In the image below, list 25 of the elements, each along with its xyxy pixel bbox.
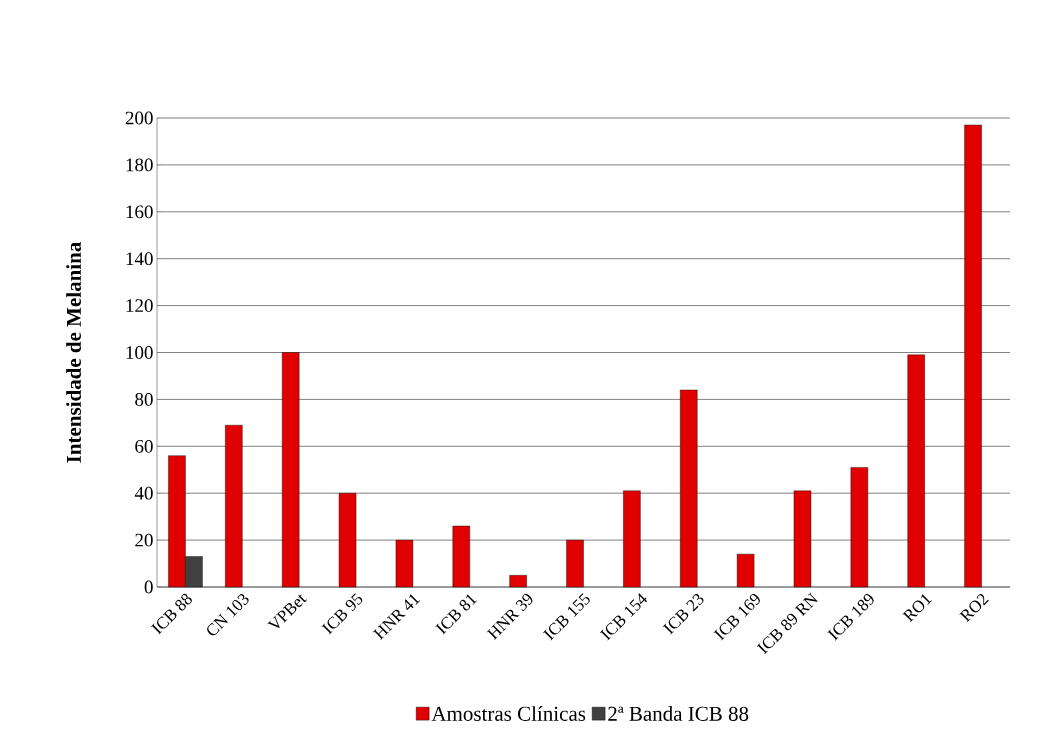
y-tick-label: 200 xyxy=(125,111,153,125)
legend-label: 2ª Banda ICB 88 xyxy=(608,706,749,721)
y-tick-label: 140 xyxy=(126,252,153,266)
y-tick-label: 120 xyxy=(126,299,153,313)
x-tick-label: ICB 88 xyxy=(150,593,192,635)
x-tick-label: ICB 95 xyxy=(321,593,363,635)
y-axis-title: Intensidade de Melanina xyxy=(66,242,81,463)
y-tick-label: 40 xyxy=(134,486,153,500)
y-tick-label: 20 xyxy=(135,533,153,547)
x-tick-label: ICB 23 xyxy=(662,593,704,635)
legend-label: Amostras Clínicas xyxy=(431,706,586,721)
x-tick-label: RO1 xyxy=(902,594,932,623)
x-tick-label: ICB 155 xyxy=(542,593,590,641)
x-tick-label: ICB 189 xyxy=(827,594,874,641)
x-tick-label: ICB 154 xyxy=(599,593,648,641)
y-tick-label: 160 xyxy=(126,205,153,219)
y-tick-label: 60 xyxy=(135,439,153,453)
x-tick-label: RO2 xyxy=(959,593,989,623)
y-tick-label: 80 xyxy=(135,393,153,406)
y-tick-label: 100 xyxy=(126,346,153,359)
x-tick-label: CN 103 xyxy=(207,593,249,636)
x-tick-label: ICB 81 xyxy=(435,594,478,635)
y-tick-label: 180 xyxy=(126,158,153,172)
x-tick-label: ICB 169 xyxy=(713,594,760,641)
y-tick-label: 0 xyxy=(144,580,153,594)
